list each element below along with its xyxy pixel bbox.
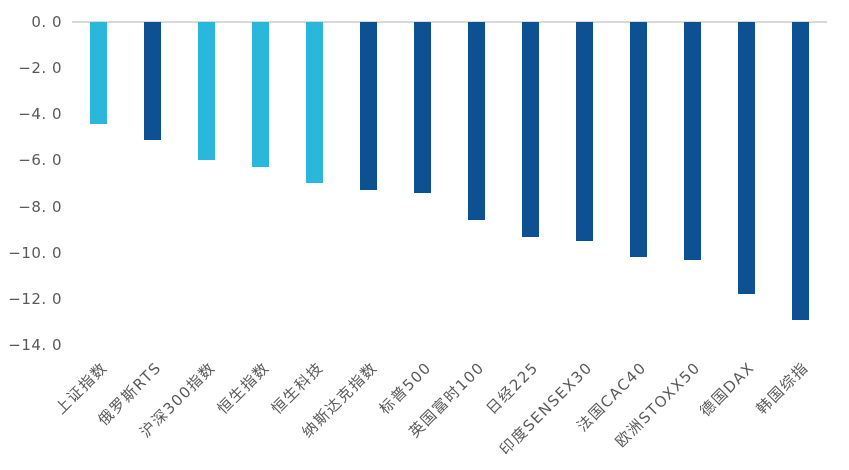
- bar: [683, 22, 701, 260]
- y-tick-label: −12. 0: [8, 289, 62, 308]
- bar: [198, 22, 216, 161]
- y-tick-label: −2. 0: [18, 59, 62, 78]
- y-tick-label: −10. 0: [8, 243, 62, 262]
- bar: [144, 22, 162, 140]
- bar: [414, 22, 432, 193]
- bar: [90, 22, 108, 124]
- y-tick-label: −4. 0: [18, 105, 62, 124]
- bar: [306, 22, 324, 184]
- bar: [737, 22, 755, 295]
- y-tick-label: 0. 0: [31, 13, 62, 31]
- bar: [521, 22, 539, 237]
- bar: [575, 22, 593, 242]
- y-tick-label: −8. 0: [18, 197, 62, 216]
- y-tick-label: −6. 0: [18, 151, 62, 170]
- bar: [629, 22, 647, 258]
- bar: [360, 22, 378, 191]
- bar: [791, 22, 809, 320]
- bar: [252, 22, 270, 168]
- y-tick-label: −14. 0: [8, 335, 62, 354]
- bar: [467, 22, 485, 221]
- zero-axis-line: [72, 21, 827, 23]
